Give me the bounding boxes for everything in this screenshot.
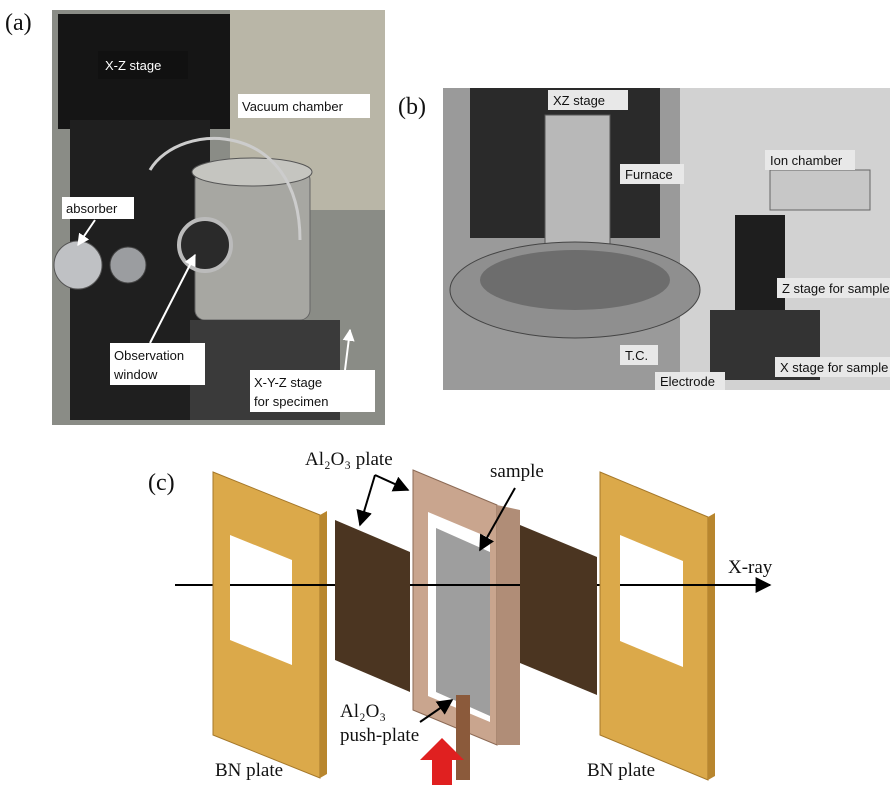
callout: Electrode [660,374,715,389]
pointer [375,475,408,490]
sample [436,528,490,716]
callout: Ion chamber [770,153,843,168]
callout: X-Y-Z stage [254,375,322,390]
diagram-c: Al₂O₃ plate sample X-ray Al₂O₃ push-plat… [175,449,773,785]
photo-a: X-Z stage Vacuum chamber absorber Observ… [52,10,385,425]
al2o3-plate [335,520,410,692]
panel-label: (c) [148,470,175,496]
callout: window [113,367,158,382]
label: BN plate [215,760,283,781]
label: X-ray [728,557,773,578]
label: BN plate [587,760,655,781]
label: sample [490,461,544,482]
callout: Furnace [625,167,673,182]
callout: X stage for sample [780,360,888,375]
pointer [360,475,375,525]
callout: Vacuum chamber [242,99,344,114]
bn-plate-edge [708,513,715,780]
absorber-wheel [110,247,146,283]
al2o3-plate [520,525,597,695]
photo-b: XZ stage Furnace Ion chamber Z stage for… [443,88,890,390]
callout: X-Z stage [105,58,161,73]
label: push-plate [340,725,419,746]
callout: for specimen [254,394,328,409]
panel-label: (b) [398,94,426,120]
callout: T.C. [625,348,648,363]
al2o3-frame-back [497,505,520,745]
page: (a) X-Z stage Vacuum chamber absorber Ob… [0,0,890,785]
absorber-wheel [54,241,102,289]
push-plate [456,695,470,780]
callout: absorber [66,201,118,216]
callout: Observation [114,348,184,363]
callout: Z stage for sample [782,281,890,296]
z-stage [735,215,785,315]
ion-chamber [770,170,870,210]
callout: XZ stage [553,93,605,108]
flange-inner [480,250,670,310]
bn-plate-edge [320,511,327,778]
label: Al₂O₃ plate [305,449,393,470]
window [179,219,231,271]
label: Al₂O₃ [340,701,386,722]
chamber-top [192,158,312,186]
figure: (a) X-Z stage Vacuum chamber absorber Ob… [0,0,890,785]
panel-label: (a) [5,10,32,36]
